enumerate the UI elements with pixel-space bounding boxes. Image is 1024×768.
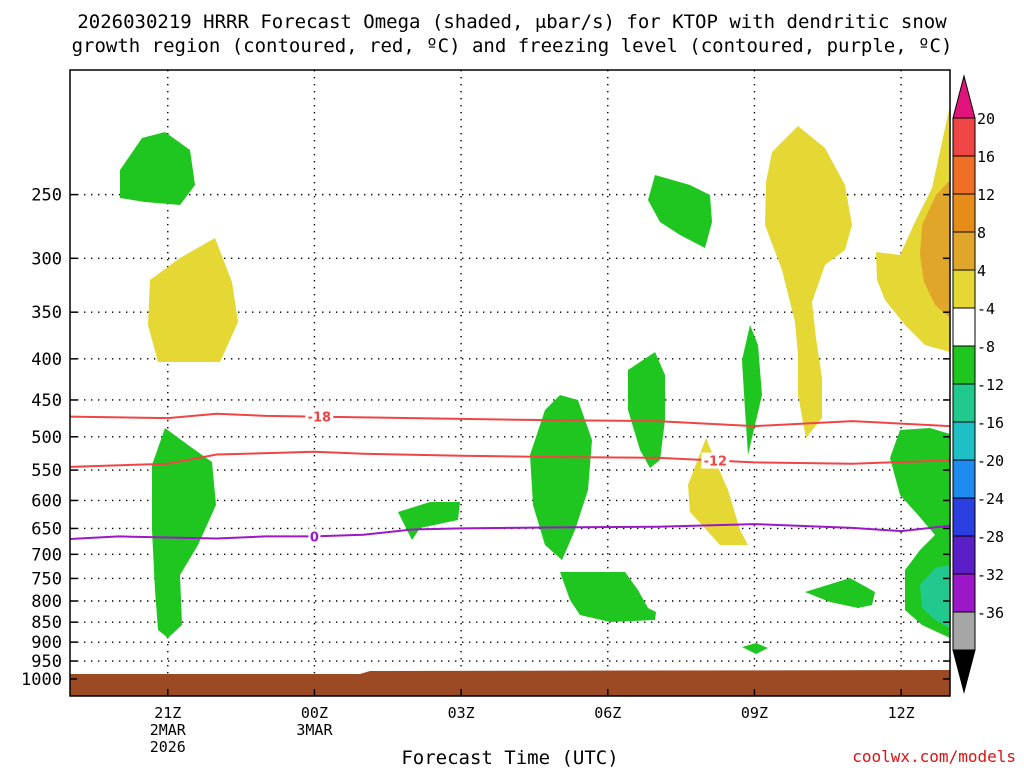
colorbar-label: -20 — [977, 452, 1004, 470]
y-tick-label: 650 — [31, 519, 62, 539]
y-tick-label: 950 — [31, 652, 62, 672]
contour-line-freezing-level-0 — [70, 523, 950, 540]
y-tick-label: 600 — [31, 491, 62, 511]
colorbar-swatch — [952, 459, 976, 499]
contour-label-bg — [701, 452, 730, 469]
colorbar-label: 8 — [977, 224, 986, 242]
colorbar-swatch — [952, 345, 976, 385]
x-tick-label: 12Z — [888, 704, 915, 722]
x-tick-date-label: 3MAR — [296, 721, 333, 739]
colorbar-swatch — [952, 155, 976, 195]
colorbar-label: -4 — [977, 300, 995, 318]
chart-title-line1: 2026030219 HRRR Forecast Omega (shaded, … — [77, 11, 947, 33]
colorbar-swatch — [952, 535, 976, 575]
watermark-link[interactable]: coolwx.com/models — [852, 747, 1016, 766]
plot-frame — [69, 69, 951, 697]
colorbar: 20 16 12 8 4 -4 -8 -12 -16 -20 -24 -28 -32 -36 — [952, 74, 1004, 694]
y-tick-label: 1000 — [21, 670, 62, 690]
colorbar-swatch — [952, 117, 976, 157]
terrain-ground-area — [70, 670, 950, 696]
contour-line-dgz-minus-12 — [70, 450, 950, 468]
colorbar-label: -16 — [977, 414, 1004, 432]
y-tick-label: 450 — [31, 391, 62, 411]
omega-negative-area — [152, 428, 216, 638]
x-tick-label: 06Z — [594, 704, 621, 722]
omega-negative-area — [742, 325, 762, 455]
omega-negative-area — [560, 572, 656, 622]
y-tick-label: 800 — [31, 592, 62, 612]
colorbar-swatch — [952, 307, 976, 347]
omega-negative-area — [530, 395, 592, 560]
colorbar-bottom-arrow — [952, 649, 976, 694]
y-tick-label: 750 — [31, 569, 62, 589]
contour-label-freezing-level-0: 0 — [310, 530, 319, 545]
contour-label-dgz-minus-12: -12 — [704, 455, 728, 470]
colorbar-swatch — [952, 497, 976, 537]
x-tick-label: 09Z — [741, 704, 768, 722]
colorbar-swatch — [952, 383, 976, 423]
x-tick-label: 00Z — [301, 704, 328, 722]
y-tick-label: 500 — [31, 428, 62, 448]
y-tick-label: 700 — [31, 545, 62, 565]
colorbar-swatch — [952, 193, 976, 233]
omega-positive-area — [765, 126, 852, 438]
y-tick-label: 300 — [31, 249, 62, 269]
x-tick-year-label: 2026 — [150, 738, 186, 756]
colorbar-label: -28 — [977, 528, 1004, 546]
contour-line-dgz-minus-18 — [70, 412, 950, 428]
x-axis-label: Forecast Time (UTC) — [401, 747, 618, 768]
colorbar-label: -36 — [977, 604, 1004, 622]
y-tick-label: 850 — [31, 613, 62, 633]
contour-label-bg — [305, 408, 334, 425]
omega-positive-area — [148, 238, 238, 362]
colorbar-swatch — [952, 611, 976, 651]
colorbar-label: -24 — [977, 490, 1004, 508]
colorbar-swatch — [952, 573, 976, 613]
omega-strong-negative-area — [920, 565, 950, 628]
colorbar-label: 4 — [977, 262, 986, 280]
omega-negative-area — [648, 175, 712, 248]
colorbar-swatch — [952, 421, 976, 461]
omega-negative-area — [742, 643, 768, 654]
colorbar-label: 16 — [977, 148, 995, 166]
omega-negative-area — [805, 578, 875, 608]
x-tick-date-label: 2MAR — [150, 721, 187, 739]
colorbar-swatch — [952, 269, 976, 309]
contour-label-dgz-minus-18: -18 — [308, 411, 332, 426]
colorbar-label: 20 — [977, 110, 995, 128]
colorbar-swatch — [952, 231, 976, 271]
colorbar-label: 12 — [977, 186, 995, 204]
y-tick-label: 250 — [31, 186, 62, 206]
omega-negative-area — [120, 132, 195, 205]
omega-strong-positive-area — [920, 180, 950, 318]
contour-label-bg — [308, 528, 321, 545]
y-tick-label: 350 — [31, 303, 62, 323]
x-tick-label: 21Z — [154, 704, 181, 722]
omega-negative-area — [628, 352, 665, 468]
plot-area: -18 -12 0 — [70, 70, 950, 696]
y-tick-label: 400 — [31, 350, 62, 370]
colorbar-label: -12 — [977, 376, 1004, 394]
omega-shading — [120, 105, 950, 654]
omega-negative-area — [398, 502, 460, 540]
colorbar-top-arrow — [952, 74, 976, 119]
temperature-contours: -18 -12 0 — [70, 408, 950, 545]
pressure-axis: 2503003504004505005506006507007508008509… — [21, 186, 950, 690]
colorbar-label: -32 — [977, 566, 1004, 584]
x-tick-label: 03Z — [448, 704, 475, 722]
colorbar-label: -8 — [977, 338, 995, 356]
y-tick-label: 900 — [31, 633, 62, 653]
chart-title-line2: growth region (contoured, red, ºC) and f… — [72, 35, 953, 57]
y-tick-label: 550 — [31, 461, 62, 481]
